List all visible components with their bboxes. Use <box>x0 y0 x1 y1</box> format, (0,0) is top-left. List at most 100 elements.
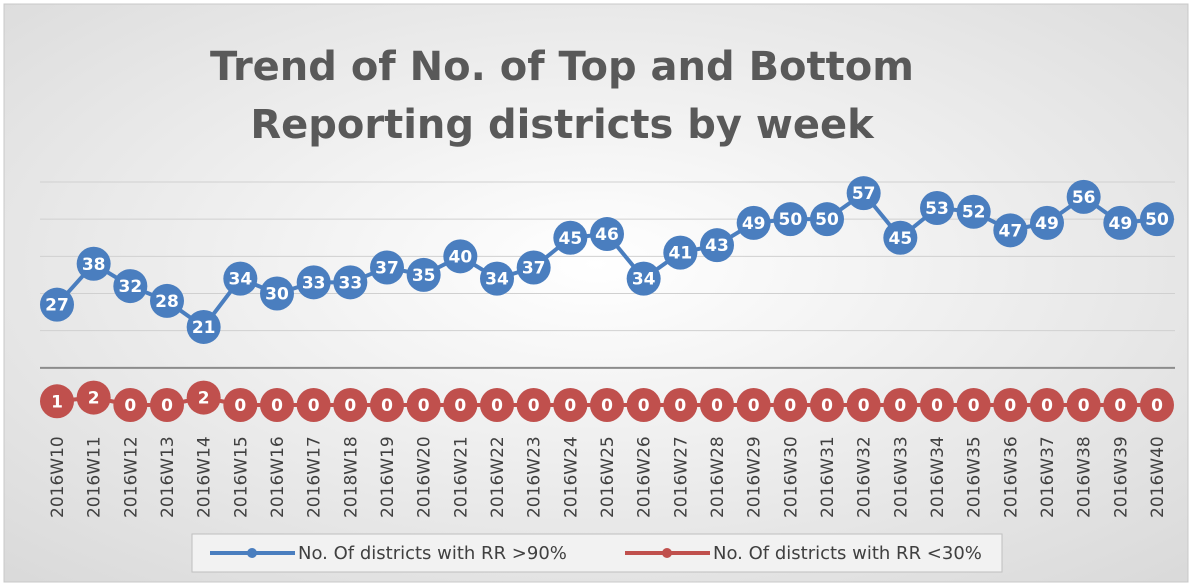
data-label: 1 <box>51 392 63 412</box>
data-label: 0 <box>1078 396 1090 416</box>
x-tick-label: 2016W20 <box>415 436 435 518</box>
data-label: 0 <box>491 396 503 416</box>
data-label: 0 <box>308 396 320 416</box>
marker <box>186 309 221 344</box>
marker <box>810 202 844 237</box>
data-label: 0 <box>234 396 246 416</box>
data-label: 0 <box>271 396 283 416</box>
data-label: 0 <box>784 396 796 416</box>
x-tick-label: 2016W33 <box>891 436 911 518</box>
x-tick-label: 2016W28 <box>708 436 728 518</box>
marker <box>1066 388 1101 422</box>
data-label: 33 <box>338 273 362 293</box>
data-label: 0 <box>601 396 613 416</box>
marker <box>223 388 258 422</box>
marker <box>370 388 404 422</box>
data-label: 0 <box>821 396 833 416</box>
x-tick-label: 2018W18 <box>341 436 361 518</box>
data-label: 56 <box>1072 188 1096 208</box>
marker <box>406 388 441 422</box>
x-tick-label: 2016W27 <box>671 436 691 518</box>
data-label: 0 <box>454 396 466 416</box>
legend-box <box>191 533 1003 573</box>
marker <box>553 388 588 422</box>
marker <box>333 265 368 300</box>
data-label: 45 <box>558 229 582 249</box>
marker <box>883 388 918 422</box>
data-label: 28 <box>155 292 179 312</box>
data-label: 49 <box>742 214 766 234</box>
marker <box>626 261 661 296</box>
data-label: 50 <box>1145 210 1169 230</box>
marker <box>956 194 991 229</box>
marker <box>480 388 514 422</box>
x-tick-label: 2016W21 <box>451 436 471 518</box>
data-label: 53 <box>925 199 949 219</box>
data-label: 0 <box>344 396 356 416</box>
data-label: 0 <box>161 396 173 416</box>
x-tick-label: 2016W34 <box>928 436 948 518</box>
marker <box>663 388 698 422</box>
data-label: 21 <box>192 318 216 338</box>
marker <box>443 388 478 422</box>
data-label: 41 <box>668 244 692 264</box>
marker <box>516 250 551 285</box>
x-tick-label: 2016W12 <box>121 436 141 518</box>
x-tick-label: 2016W11 <box>85 436 105 518</box>
data-label: 38 <box>82 255 106 275</box>
x-tick-label: 2016W22 <box>488 436 508 518</box>
marker <box>1030 388 1064 422</box>
data-label: 0 <box>564 396 576 416</box>
marker <box>150 388 184 422</box>
data-label: 2 <box>88 389 100 409</box>
data-label: 2 <box>198 389 210 409</box>
data-label: 0 <box>711 396 723 416</box>
data-label: 27 <box>45 296 69 316</box>
data-label: 0 <box>894 396 906 416</box>
marker <box>1103 205 1138 240</box>
marker <box>406 257 441 292</box>
marker <box>186 380 221 415</box>
marker <box>590 388 624 422</box>
marker <box>626 388 661 422</box>
marker <box>296 265 331 300</box>
x-tick-label: 2016W14 <box>195 436 215 518</box>
marker <box>480 261 514 296</box>
marker <box>590 217 624 252</box>
data-label: 32 <box>118 277 142 297</box>
marker <box>700 228 734 263</box>
marker <box>846 388 881 422</box>
marker <box>76 246 111 281</box>
data-label: 34 <box>485 270 509 290</box>
marker <box>993 213 1028 248</box>
data-label: 0 <box>381 396 393 416</box>
marker <box>1103 388 1138 422</box>
x-tick-label: 2016W16 <box>268 436 288 518</box>
marker <box>920 191 954 226</box>
data-label: 47 <box>998 221 1022 241</box>
marker <box>76 380 111 415</box>
data-label: 0 <box>858 396 870 416</box>
x-tick-label: 2016W37 <box>1038 436 1058 518</box>
data-label: 46 <box>595 225 619 245</box>
data-label: 0 <box>1114 396 1126 416</box>
data-label: 0 <box>968 396 980 416</box>
data-label: 52 <box>962 203 986 223</box>
marker <box>516 388 551 422</box>
marker <box>443 239 478 274</box>
marker <box>736 205 771 240</box>
legend-marker <box>662 548 672 558</box>
marker <box>333 388 368 422</box>
data-label: 34 <box>632 270 656 290</box>
x-tick-label: 2016W15 <box>231 436 251 518</box>
marker <box>736 388 771 422</box>
marker <box>663 235 698 270</box>
x-tick-label: 2016W40 <box>1148 436 1168 518</box>
data-label: 30 <box>265 285 289 305</box>
data-label: 0 <box>1151 396 1163 416</box>
data-label: 49 <box>1108 214 1132 234</box>
x-tick-label: 2016W13 <box>158 436 178 518</box>
data-label: 45 <box>888 229 912 249</box>
